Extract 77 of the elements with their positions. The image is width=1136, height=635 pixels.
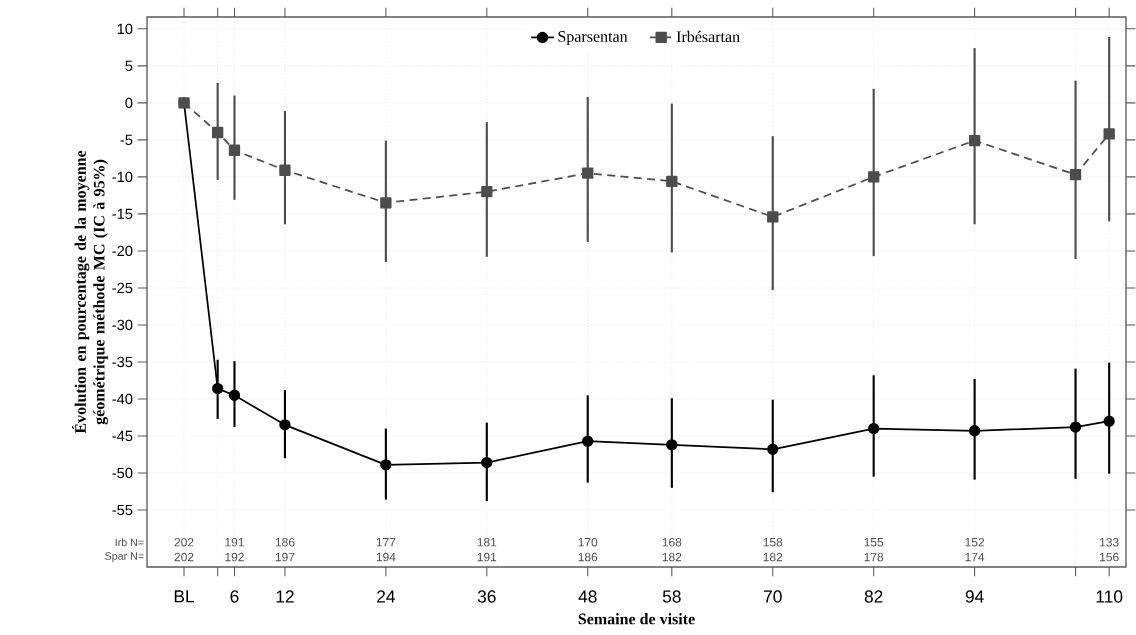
y-tick-label: -20 <box>112 245 133 257</box>
point <box>481 456 493 469</box>
y-tick-label: 10 <box>117 23 133 35</box>
point <box>481 186 493 198</box>
y-tick-label: -50 <box>112 467 133 479</box>
x-tick-label: 58 <box>662 590 681 603</box>
point <box>767 443 779 455</box>
annotation: 192 <box>225 552 244 562</box>
annotation: 182 <box>662 552 682 562</box>
legend-label: Sparsentan <box>558 31 628 46</box>
annotation: 182 <box>763 552 783 562</box>
y-tick-label: -45 <box>112 430 133 442</box>
annotation: 197 <box>275 552 295 562</box>
point <box>666 175 678 187</box>
annotation: 186 <box>578 552 598 562</box>
y-tick-label: -5 <box>120 134 133 145</box>
point <box>228 144 241 156</box>
x-tick-label: 6 <box>230 590 239 603</box>
point <box>968 134 981 147</box>
point <box>582 435 594 447</box>
annotation: 191 <box>225 537 244 547</box>
annotation: 181 <box>477 537 497 547</box>
x-tick-label: 24 <box>377 590 395 603</box>
x-tick-label: 94 <box>965 590 984 603</box>
annotation: 202 <box>174 552 194 562</box>
annotation: 155 <box>864 538 884 547</box>
point <box>1069 421 1082 433</box>
annotation: 174 <box>965 552 985 562</box>
point <box>380 197 392 209</box>
annotation: 194 <box>376 552 396 562</box>
y-tick-label: 5 <box>125 60 133 71</box>
y-tick-label: -30 <box>112 319 133 331</box>
y-tick-label: 0 <box>125 97 133 109</box>
text: Spar N= <box>105 552 144 562</box>
y-tick-label: -35 <box>112 356 133 368</box>
x-tick-label: 48 <box>578 590 597 603</box>
annotation: 168 <box>662 537 682 547</box>
y-tick-label: -55 <box>112 504 133 516</box>
point <box>666 439 678 451</box>
text: Irb N= <box>115 538 144 547</box>
x-tick-label: 110 <box>1096 590 1123 603</box>
point <box>968 425 981 437</box>
y-tick-label: -25 <box>112 282 133 294</box>
x-tick-label: 70 <box>764 590 782 603</box>
x-tick-label: 82 <box>864 590 883 603</box>
annotation: 170 <box>578 537 598 547</box>
point <box>211 382 224 395</box>
y-tick-label: -40 <box>112 393 133 405</box>
point <box>767 211 779 223</box>
point <box>1069 169 1082 181</box>
y-tick-label: -10 <box>112 171 133 183</box>
point <box>279 164 291 176</box>
point <box>868 422 880 435</box>
annotation: 156 <box>1100 552 1119 562</box>
point <box>211 126 224 139</box>
x-axis-title: Semaine de visite <box>578 613 695 625</box>
legend-label: Irbésartan <box>676 30 740 43</box>
point <box>1103 415 1115 427</box>
y-tick-label: -15 <box>112 208 133 220</box>
point <box>380 459 392 471</box>
point <box>582 167 594 179</box>
annotation: 202 <box>174 537 194 547</box>
x-tick-label: 12 <box>276 590 294 603</box>
annotation: 133 <box>1100 537 1119 547</box>
annotation: 186 <box>275 537 295 547</box>
x-tick-label: BL <box>174 590 195 603</box>
point <box>1103 128 1115 140</box>
annotation: 158 <box>763 537 783 547</box>
annotation: 152 <box>965 537 984 547</box>
point <box>279 419 291 431</box>
annotation: 191 <box>477 552 497 562</box>
y-axis-title: Évolution en pourcentage de la moyenne géométrique méthode MC (IC à 95%) <box>72 150 108 434</box>
annotation: 177 <box>376 538 396 547</box>
point <box>868 171 880 183</box>
x-tick-label: 36 <box>477 590 496 603</box>
annotation: 178 <box>864 552 884 562</box>
point <box>228 389 241 401</box>
